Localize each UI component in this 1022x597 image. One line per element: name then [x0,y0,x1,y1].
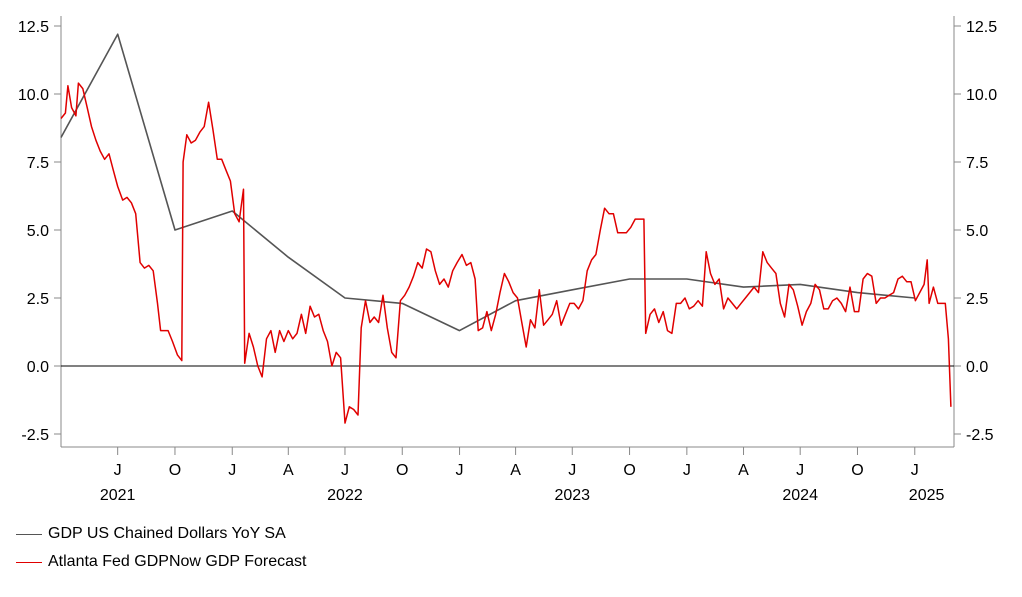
chart-axes [54,16,961,455]
x-tick-label: J [683,462,691,479]
y-tick-label-right: 2.5 [966,291,988,308]
x-tick-label: O [623,462,635,479]
gdp-chart: 12.5 10.0 7.5 5.0 2.5 0.0 -2.5 12.5 10.0 7.5 5.0 2… [18,16,997,504]
x-year-label: 2021 [100,487,136,504]
y-tick-label-right: 7.5 [966,155,988,172]
y-tick-label-right: 0.0 [966,359,988,376]
y-axis-right-labels: 12.5 10.0 7.5 5.0 2.5 0.0 -2.5 [966,19,997,444]
x-tick-label: J [341,462,349,479]
y-tick-label-right: 10.0 [966,87,997,104]
x-tick-label: J [228,462,236,479]
x-year-label: 2023 [554,487,590,504]
y-axis-left-labels: 12.5 10.0 7.5 5.0 2.5 0.0 -2.5 [18,19,49,444]
y-tick-label-left: 0.0 [27,359,49,376]
legend-swatch-gdpnow [16,561,42,563]
legend-label-gdp: GDP US Chained Dollars YoY SA [48,525,286,542]
x-tick-label: A [738,462,749,479]
x-year-label: 2025 [909,487,945,504]
x-tick-label: O [851,462,863,479]
y-tick-label-left: 12.5 [18,19,49,36]
x-tick-label: J [114,462,122,479]
y-tick-label-left: 7.5 [27,155,49,172]
x-year-label: 2022 [327,487,363,504]
y-tick-label-left: 10.0 [18,87,49,104]
y-tick-label-right: -2.5 [966,427,994,444]
x-tick-label: A [283,462,294,479]
x-tick-label: J [796,462,804,479]
y-tick-label-right: 5.0 [966,223,988,240]
x-tick-label: O [169,462,181,479]
x-year-label: 2024 [782,487,818,504]
legend: GDP US Chained Dollars YoY SA Atlanta Fe… [16,520,306,576]
series-lines [60,33,952,424]
legend-item-gdp: GDP US Chained Dollars YoY SA [16,520,306,548]
series-line-gdp [60,33,915,332]
x-tick-label: A [510,462,521,479]
y-tick-label-left: 5.0 [27,223,49,240]
y-tick-label-right: 12.5 [966,19,997,36]
x-tick-label: J [911,462,919,479]
y-tick-label-left: 2.5 [27,291,49,308]
y-tick-label-left: -2.5 [21,427,49,444]
x-axis-labels: J O J A J O J A J O J A J O J 2021 2022 2023 2024 2025 [100,462,945,504]
series-line-gdpnow [60,82,952,424]
x-tick-label: O [396,462,408,479]
legend-label-gdpnow: Atlanta Fed GDPNow GDP Forecast [48,553,307,570]
legend-swatch-gdp [16,533,42,535]
x-tick-label: J [568,462,576,479]
x-tick-label: J [456,462,464,479]
legend-item-gdpnow: Atlanta Fed GDPNow GDP Forecast [16,548,306,576]
